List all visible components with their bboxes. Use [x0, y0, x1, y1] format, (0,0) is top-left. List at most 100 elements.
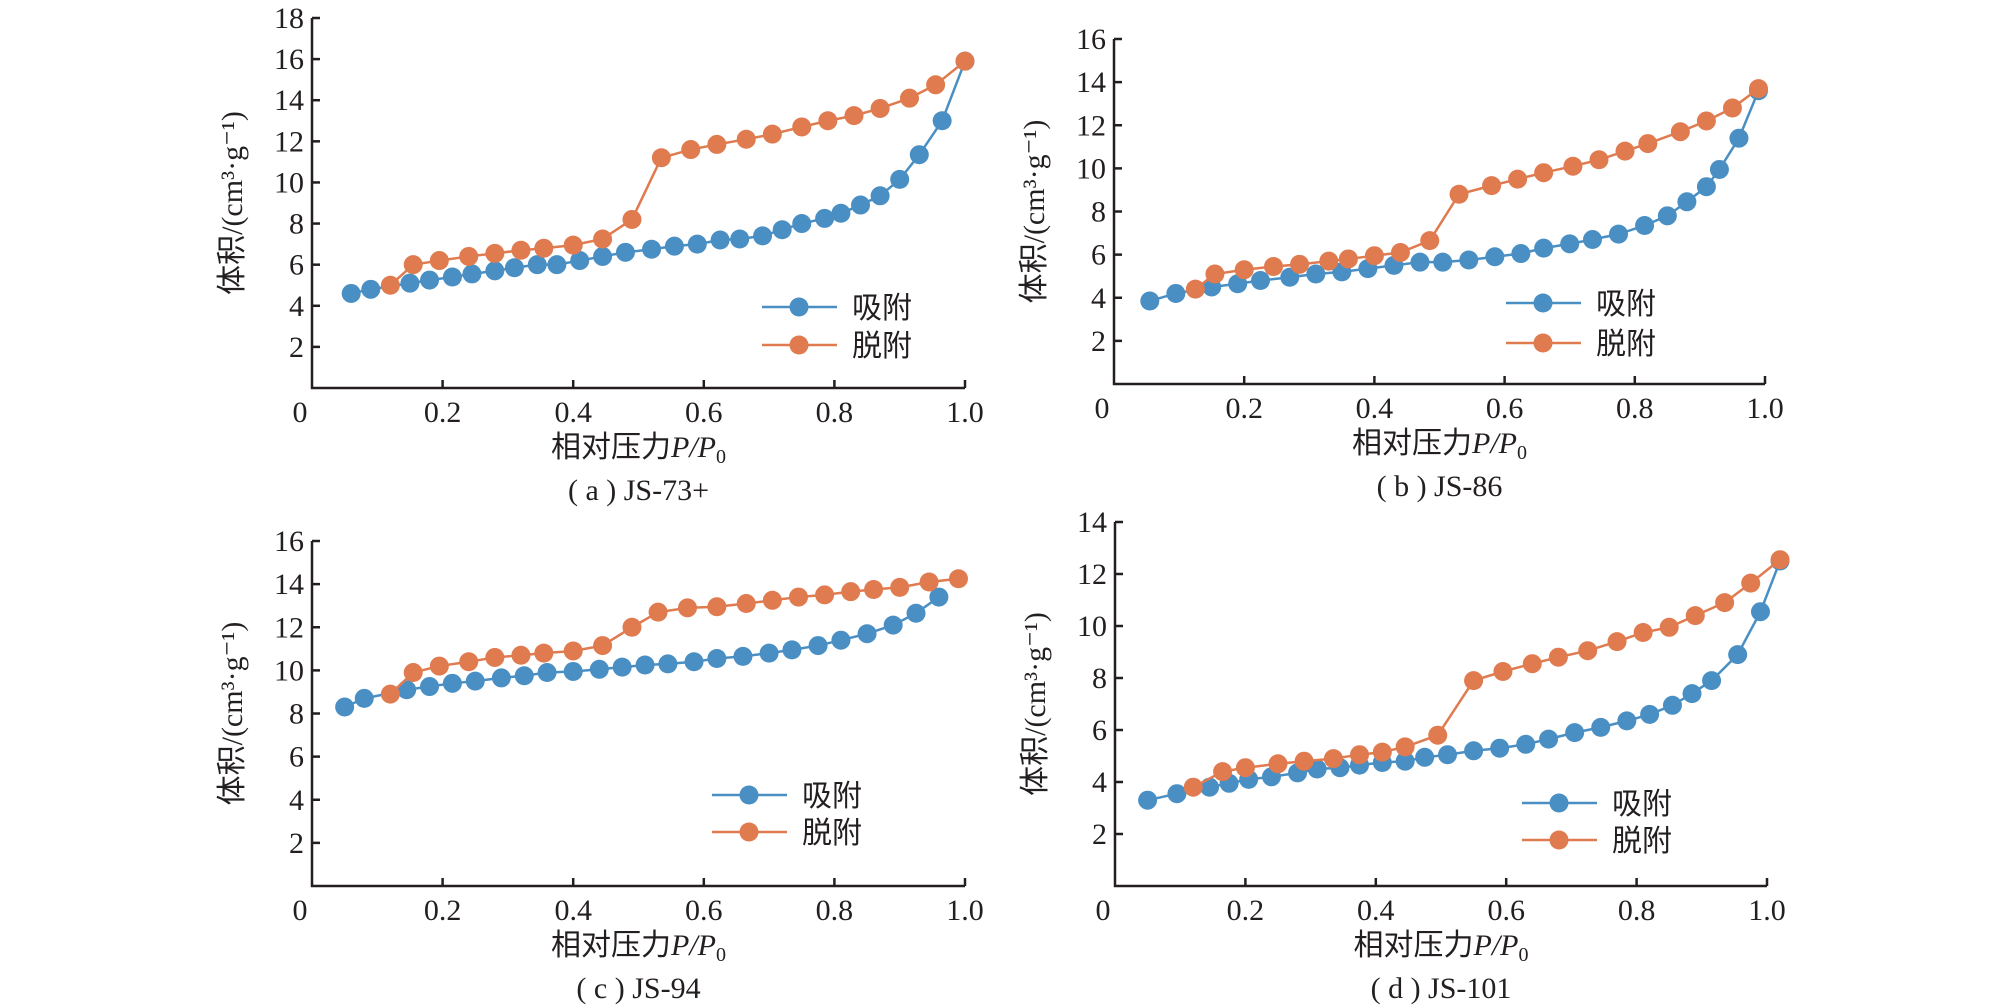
axes-frame: [310, 541, 965, 888]
data-point: [442, 267, 462, 287]
data-point: [948, 569, 968, 589]
data-point: [459, 652, 479, 672]
data-point: [537, 663, 557, 683]
y-tick-label: 4: [289, 290, 304, 323]
data-point: [1750, 602, 1770, 622]
data-point: [534, 238, 554, 258]
data-point: [1511, 244, 1531, 264]
y-tick-label: 4: [289, 784, 304, 817]
y-tick-label: 16: [274, 43, 304, 76]
data-point: [403, 663, 423, 683]
data-point: [883, 615, 903, 635]
data-point: [354, 688, 374, 708]
y-tick-label: 2: [289, 331, 304, 364]
y-tick-label: 2: [1091, 325, 1106, 358]
x-axis-label-sub: 0: [1517, 442, 1527, 464]
data-point: [1395, 737, 1415, 757]
data-point: [1578, 641, 1598, 661]
data-point: [1390, 242, 1410, 262]
x-axis-label-var: P/P: [1471, 427, 1517, 460]
x-axis-label: 相对压力P/P0: [1354, 929, 1529, 966]
data-point: [736, 594, 756, 614]
series-desorption: [380, 569, 968, 704]
y-tick-label: 4: [1091, 282, 1106, 315]
data-point: [1323, 749, 1343, 769]
data-point: [831, 203, 851, 223]
y-tick-label: 4: [1092, 766, 1107, 799]
data-point: [1534, 163, 1554, 183]
data-point: [1582, 230, 1602, 250]
data-point: [459, 246, 479, 266]
data-point: [1263, 256, 1283, 276]
x-axis-label-var: P/P: [1473, 929, 1519, 962]
data-point: [1565, 723, 1585, 743]
data-point: [1459, 250, 1479, 270]
x-axis-label-var: P/P: [670, 929, 716, 962]
x-tick-label: 0.6: [685, 894, 723, 927]
series-desorption: [1185, 79, 1768, 299]
data-point: [1306, 264, 1326, 284]
y-tick-label: 10: [1076, 152, 1106, 185]
series-line: [1147, 560, 1782, 802]
data-point: [1482, 176, 1502, 196]
data-point: [534, 643, 554, 663]
legend-label: 脱附: [802, 817, 862, 850]
data-point: [681, 140, 701, 160]
data-point: [563, 235, 583, 255]
data-point: [1372, 742, 1392, 762]
data-point: [870, 186, 890, 206]
data-point: [1420, 231, 1440, 251]
y-tick-label: 10: [1077, 610, 1107, 643]
data-point: [753, 226, 773, 246]
y-tick-label: 16: [1076, 23, 1106, 56]
data-point: [658, 654, 678, 674]
data-point: [380, 684, 400, 704]
data-point: [593, 636, 613, 656]
data-point: [514, 666, 534, 686]
y-tick-label: 6: [1092, 714, 1107, 747]
data-point: [622, 209, 642, 229]
x-axis-label: 相对压力P/P0: [551, 431, 726, 468]
legend-marker: [1549, 830, 1569, 850]
x-tick-label: 0.2: [424, 396, 462, 429]
y-axis-label: 体积/(cm³·g⁻¹): [1019, 612, 1052, 796]
y-tick-label: 14: [1077, 506, 1107, 539]
data-point: [491, 668, 511, 688]
legend-marker: [739, 822, 759, 842]
data-point: [1677, 192, 1697, 212]
data-point: [1490, 738, 1510, 758]
data-point: [1617, 711, 1637, 731]
data-point: [1607, 632, 1627, 652]
data-point: [635, 655, 655, 675]
data-point: [485, 261, 505, 281]
data-point: [919, 572, 939, 592]
data-point: [420, 270, 440, 290]
x-tick-label: 0.4: [1357, 894, 1395, 927]
data-point: [707, 597, 727, 617]
data-point: [844, 106, 864, 126]
data-point: [1534, 238, 1554, 258]
data-point: [341, 283, 361, 303]
data-point: [782, 640, 802, 660]
y-tick-label: 10: [274, 166, 304, 199]
data-point: [929, 587, 949, 607]
y-tick-label: 8: [289, 698, 304, 731]
legend-label: 吸附: [852, 292, 912, 325]
data-point: [1140, 291, 1160, 311]
data-point: [1589, 150, 1609, 170]
data-point: [792, 117, 812, 137]
panel-caption: ( b ) JS-86: [1377, 470, 1503, 503]
data-point: [677, 598, 697, 618]
data-point: [1200, 777, 1220, 797]
data-point: [1166, 283, 1186, 303]
data-point: [772, 220, 792, 240]
x-tick-label: 0.4: [554, 894, 592, 927]
y-tick-label: 14: [274, 568, 304, 601]
data-point: [1213, 762, 1233, 782]
data-point: [1138, 790, 1158, 810]
data-point: [403, 255, 423, 275]
data-point: [1449, 184, 1469, 204]
data-point: [593, 229, 613, 249]
x-tick-label: 0.8: [1616, 392, 1654, 425]
data-point: [642, 239, 662, 259]
